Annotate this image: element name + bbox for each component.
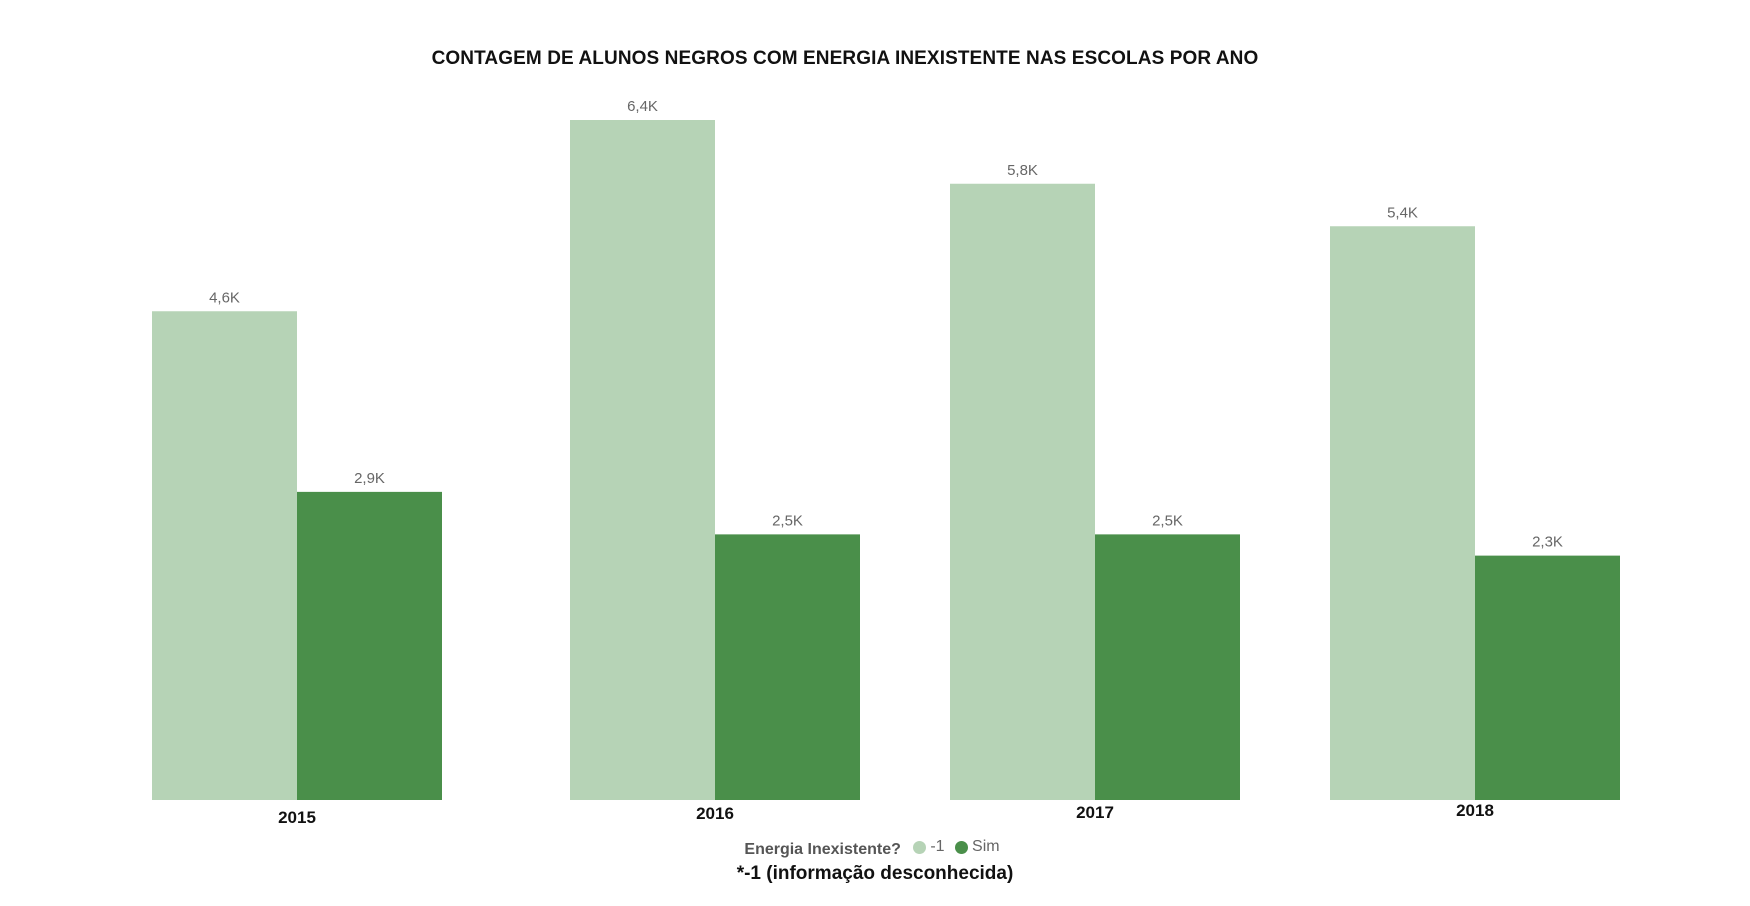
data-label-2017-unknown: 5,8K — [1007, 162, 1038, 179]
legend-title: Energia Inexistente? — [744, 840, 901, 858]
bar-2018-unknown[interactable] — [1330, 226, 1475, 800]
legend-dot-unknown-icon — [913, 840, 927, 854]
chart-title: CONTAGEM DE ALUNOS NEGROS COM ENERGIA IN… — [431, 48, 1259, 69]
bar-2017-sim[interactable] — [1095, 534, 1240, 800]
data-label-2015-sim: 2,9K — [354, 470, 385, 487]
bar-2015-unknown[interactable] — [152, 311, 297, 800]
data-label-2016-unknown: 6,4K — [627, 98, 658, 115]
legend: Energia Inexistente? -1 Sim — [0, 838, 1750, 859]
bar-2016-unknown[interactable] — [570, 120, 715, 800]
bar-2017-unknown[interactable] — [950, 183, 1095, 800]
legend-label-unknown: -1 — [930, 838, 945, 855]
data-label-2015-unknown: 4,6K — [209, 289, 240, 306]
data-label-2018-unknown: 5,4K — [1387, 204, 1418, 221]
bar-2018-sim[interactable] — [1475, 555, 1620, 800]
legend-item-unknown[interactable]: -1 — [913, 838, 945, 856]
footnote: *-1 (informação desconhecida) — [736, 863, 1014, 884]
legend-label-sim: Sim — [972, 838, 1000, 855]
legend-item-sim[interactable]: Sim — [955, 838, 1000, 856]
bar-chart: 4,6K 2,9K 2015 6,4K 2,5K 2016 5,8K 2,5K 2017 5,4K… — [152, 98, 1620, 827]
data-label-2016-sim: 2,5K — [772, 512, 803, 529]
x-tick-label-2016: 2016 — [696, 804, 734, 823]
data-label-2017-sim: 2,5K — [1152, 512, 1183, 529]
x-tick-label-2015: 2015 — [278, 808, 316, 827]
x-tick-label-2017: 2017 — [1076, 803, 1114, 822]
x-tick-label-2018: 2018 — [1456, 801, 1494, 820]
bar-2016-sim[interactable] — [715, 534, 860, 800]
data-label-2018-sim: 2,3K — [1532, 534, 1563, 551]
legend-dot-sim-icon — [955, 840, 969, 854]
bar-2015-sim[interactable] — [297, 491, 442, 800]
